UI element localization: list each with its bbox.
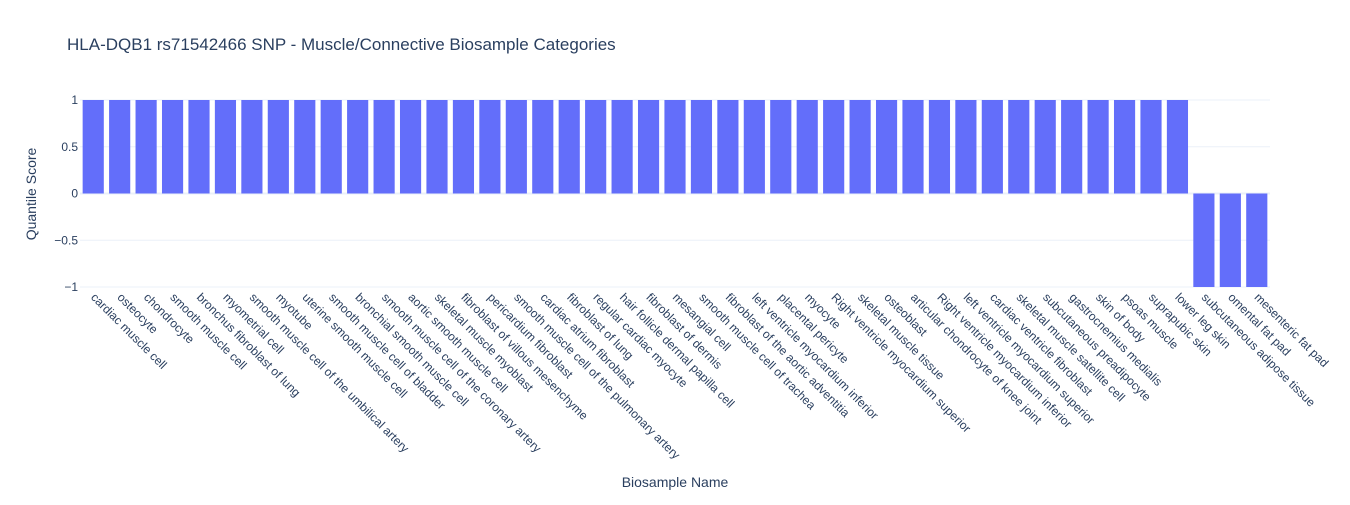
bar[interactable] — [479, 100, 501, 194]
bar[interactable] — [82, 100, 104, 194]
bar[interactable] — [875, 100, 898, 194]
bar[interactable] — [161, 100, 184, 194]
bar[interactable] — [1166, 100, 1189, 194]
bar[interactable] — [849, 100, 871, 194]
x-tick-label: subcutaneous adipose tissue — [1199, 290, 1319, 410]
bar[interactable] — [1008, 100, 1030, 194]
bar[interactable] — [558, 100, 580, 194]
bar[interactable] — [294, 100, 316, 194]
y-tick-label: 0.5 — [61, 140, 78, 154]
bar[interactable] — [717, 100, 739, 194]
bar[interactable] — [796, 100, 818, 194]
bar[interactable] — [690, 100, 713, 194]
bar[interactable] — [770, 100, 792, 194]
bar[interactable] — [823, 100, 845, 194]
bars — [82, 100, 1268, 288]
bar[interactable] — [188, 100, 210, 194]
y-axis-title: Quantile Score — [23, 147, 39, 240]
bar[interactable] — [505, 100, 527, 194]
bar[interactable] — [1246, 193, 1268, 288]
bar[interactable] — [664, 100, 686, 194]
y-tick-label: −1 — [64, 280, 78, 294]
x-tick-labels: cardiac muscle cellosteocytechondrocytes… — [88, 290, 1331, 462]
bar[interactable] — [532, 100, 554, 194]
y-tick-labels: 1 0.5 0 −0.5 −1 — [54, 93, 78, 294]
bar[interactable] — [267, 100, 289, 194]
bar[interactable] — [135, 100, 157, 194]
y-tick-label: 0 — [71, 187, 78, 201]
bar[interactable] — [399, 100, 422, 194]
bar[interactable] — [611, 100, 633, 194]
bar[interactable] — [426, 100, 448, 194]
bar[interactable] — [928, 100, 951, 194]
bar[interactable] — [955, 100, 977, 194]
x-axis-title: Biosample Name — [622, 474, 729, 490]
bar[interactable] — [1087, 100, 1109, 194]
bar[interactable] — [1061, 100, 1083, 194]
bar[interactable] — [1193, 193, 1215, 288]
bar[interactable] — [214, 100, 237, 194]
bar[interactable] — [902, 100, 924, 194]
bar[interactable] — [981, 100, 1003, 194]
bar[interactable] — [1113, 100, 1136, 194]
bar[interactable] — [373, 100, 395, 194]
y-tick-label: 1 — [71, 93, 78, 107]
bar[interactable] — [347, 100, 369, 194]
bar[interactable] — [637, 100, 660, 194]
bar[interactable] — [320, 100, 342, 194]
bar[interactable] — [743, 100, 765, 194]
bar[interactable] — [452, 100, 475, 194]
bar[interactable] — [1140, 100, 1162, 194]
bar[interactable] — [1219, 193, 1241, 288]
bar[interactable] — [1034, 100, 1056, 194]
chart-title: HLA-DQB1 rs71542466 SNP - Muscle/Connect… — [67, 35, 616, 54]
bar[interactable] — [109, 100, 131, 194]
bar[interactable] — [585, 100, 607, 194]
bar[interactable] — [241, 100, 263, 194]
y-tick-label: −0.5 — [54, 233, 78, 247]
